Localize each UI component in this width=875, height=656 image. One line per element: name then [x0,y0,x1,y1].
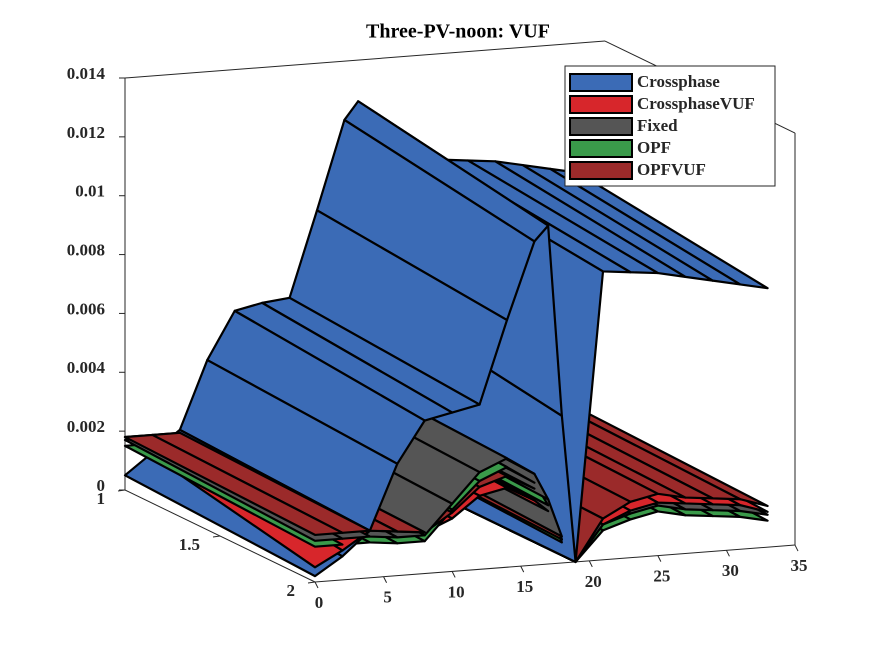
x-tick-label: 0 [315,593,324,612]
y-tick [307,581,316,584]
z-tick-label: 0.002 [67,417,105,436]
x-tick [451,571,456,578]
x-tick-label: 15 [516,577,533,596]
x-tick-label: 30 [722,561,739,580]
axis-line [124,40,606,79]
x-tick [383,576,388,583]
z-tick-label: 0.01 [75,182,105,201]
y-tick-label: 2 [287,581,296,600]
x-tick [657,555,662,562]
z-tick-label: 0.008 [67,240,105,259]
surface-patch [123,433,344,537]
legend-label: Crossphase [637,72,720,91]
x-tick [314,581,319,589]
legend-swatch [569,139,633,158]
z-tick-label: 0 [97,476,106,495]
x-tick-label: 20 [585,572,602,591]
y-tick [117,489,126,492]
y-tick-label: 1.5 [179,535,200,554]
legend-label: OPFVUF [637,160,706,179]
x-tick-label: 35 [791,556,808,575]
axis-line [314,544,796,583]
x-tick-label: 5 [383,588,392,607]
legend-label: Fixed [637,116,678,135]
z-tick-label: 0.012 [67,123,105,142]
x-tick-label: 10 [448,582,465,601]
y-tick-label: 1 [97,489,106,508]
legend-swatch [569,161,633,180]
legend-label: OPF [637,138,671,157]
axes: 0 0.002 0.004 0.006 0.008 0.01 0.012 0.014 0 5 10 1… [67,40,808,612]
x-tick [520,565,525,573]
x-tick-label: 25 [653,567,670,586]
surfaces [123,100,769,578]
z-tick-label: 0.006 [67,299,105,318]
y-tick [212,535,221,538]
legend-label: CrossphaseVUF [637,94,755,113]
x-tick [725,550,730,557]
legend-swatch [569,117,633,136]
x-tick [588,560,593,568]
chart-title: Three-PV-noon: VUF [366,21,550,43]
x-tick [794,544,799,552]
legend-swatch [569,73,633,92]
legend: Crossphase CrossphaseVUF Fixed OPF OPFVUF [564,65,776,187]
legend-swatch [569,95,633,114]
z-tick-label: 0.014 [67,64,106,83]
z-tick-label: 0.004 [67,358,106,377]
